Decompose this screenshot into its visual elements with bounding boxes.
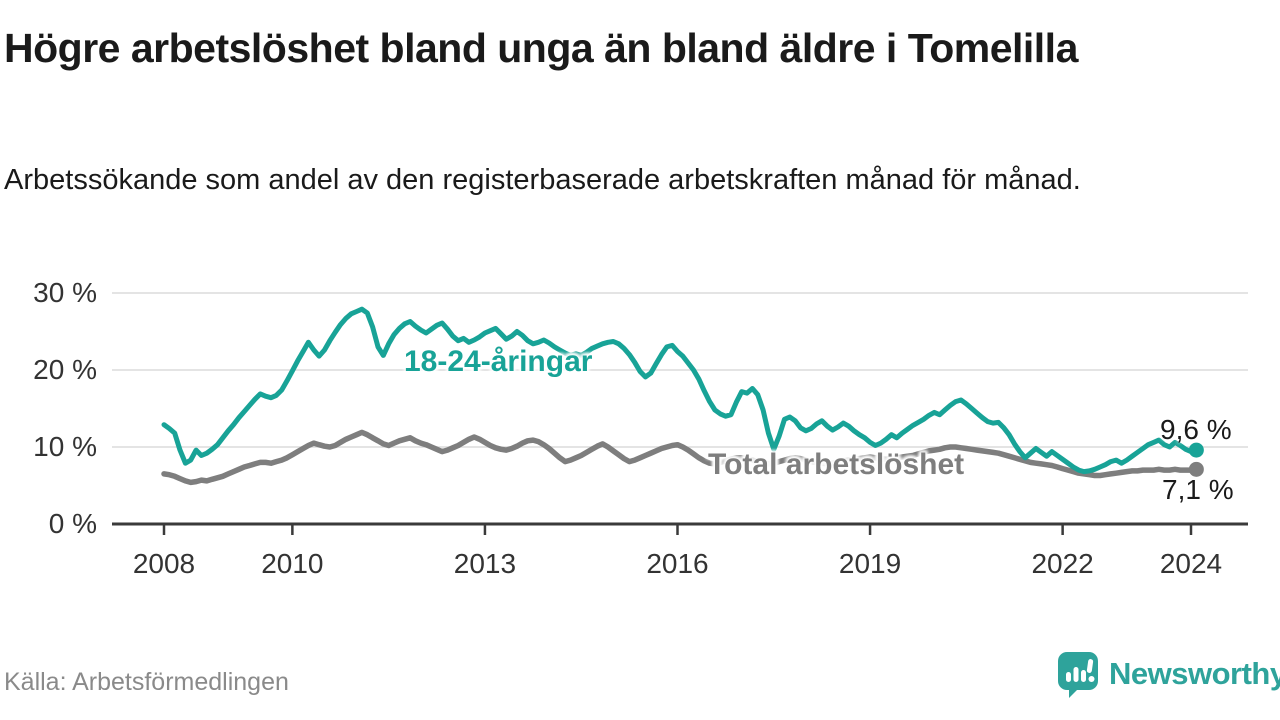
source-note: Källa: Arbetsförmedlingen bbox=[4, 668, 289, 696]
y-tick-label: 10 % bbox=[33, 431, 97, 462]
chart-subtitle: Arbetssökande som andel av den registerb… bbox=[4, 164, 1081, 196]
end-value-total: 7,1 % bbox=[1162, 474, 1234, 505]
y-tick-label: 0 % bbox=[48, 508, 97, 539]
newsworthy-wordmark: Newsworthy bbox=[1109, 656, 1280, 691]
page-title: Högre arbetslöshet bland unga än bland ä… bbox=[4, 25, 1078, 71]
newsworthy-logo: Newsworthy bbox=[1056, 650, 1280, 698]
series-label-total: Total arbetslöshet bbox=[708, 448, 965, 481]
total-line bbox=[161, 429, 1200, 486]
youth-line bbox=[161, 306, 1199, 475]
x-tick-label: 2019 bbox=[838, 548, 902, 579]
x-tick-label: 2013 bbox=[453, 548, 517, 579]
total-end-dot bbox=[1188, 461, 1204, 477]
x-tick-label: 2024 bbox=[1159, 548, 1223, 579]
series-label-youth: 18-24-åringar bbox=[404, 345, 593, 378]
x-tick-label: 2022 bbox=[1031, 548, 1094, 579]
x-tick-label: 2010 bbox=[261, 548, 324, 579]
x-tick-label: 2016 bbox=[646, 548, 709, 579]
newsworthy-bubble-icon bbox=[1058, 652, 1098, 698]
y-tick-label: 20 % bbox=[33, 354, 97, 385]
y-tick-label: 30 % bbox=[33, 277, 97, 308]
x-tick-label: 2008 bbox=[132, 548, 196, 579]
youth-end-dot bbox=[1188, 442, 1204, 458]
end-value-youth: 9,6 % bbox=[1160, 414, 1232, 445]
